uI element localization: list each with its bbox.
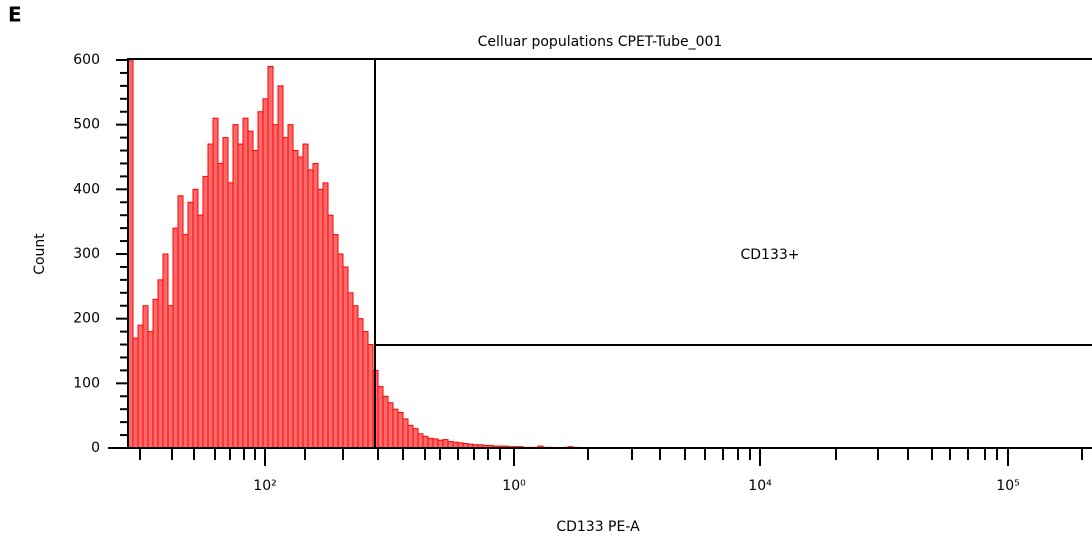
bar [362,331,369,449]
bar [277,85,284,449]
y-tick-label: 600 [73,52,100,68]
y-tick-label: 200 [73,311,100,327]
bar [132,337,139,449]
bar [197,214,204,449]
bar [172,227,179,449]
bar [347,292,354,449]
y-tick-label: 500 [73,117,100,133]
bar [352,305,359,449]
bar [312,162,319,449]
bar [357,318,364,449]
bar [292,150,299,449]
bar [442,439,449,449]
bar [427,437,434,449]
bar [397,411,404,449]
bar [182,234,189,449]
y-tick-label: 0 [91,440,100,456]
histogram [127,59,579,449]
bar [267,65,274,449]
bar [242,117,249,449]
bar [192,188,199,449]
bar [297,156,304,449]
bar [232,124,239,449]
bar [332,234,339,449]
bar [287,124,294,449]
bar [422,435,429,449]
bar [387,402,394,449]
chart-title: Celluar populations CPET-Tube_001 [478,34,723,50]
bar [342,266,349,449]
bar [407,424,414,449]
bar [157,279,164,449]
bar [412,428,419,449]
x-tick-label: 10⁴ [748,478,772,494]
x-tick-label: 10² [253,478,276,494]
bar [377,386,384,449]
bar [392,408,399,449]
y-tick-label: 400 [73,181,100,197]
bar [327,214,334,449]
bar [317,188,324,449]
y-tick-label: 100 [73,375,100,391]
y-tick-label: 300 [73,246,100,262]
bar [307,169,314,449]
bar [202,175,209,449]
bar [382,395,389,449]
bar [212,117,219,449]
x-tick-label: 10⁰ [502,478,526,494]
bar [152,298,159,449]
bar [322,182,329,449]
bar [137,324,144,449]
bar [272,124,279,449]
bar [142,305,149,449]
gate-label: CD133+ [740,247,799,263]
x-tick-label: 10⁵ [996,478,1019,494]
panel-label: E [8,3,22,27]
x-axis-label: CD133 PE-A [556,519,640,535]
bar [227,182,234,449]
bar [167,305,174,449]
bar [237,143,244,449]
bar [162,253,169,449]
bar [252,150,259,449]
y-axis-label: Count [32,233,48,275]
bar [147,331,154,449]
bar [302,143,309,449]
bar [177,195,184,449]
bar [217,162,224,449]
bar [402,418,409,449]
bar [222,137,229,449]
bar [367,344,374,449]
bar [187,201,194,449]
bar [207,143,214,449]
bar [437,439,444,449]
bar [282,137,289,449]
bar [432,438,439,449]
bar [262,98,269,449]
bar [417,433,424,449]
bar [257,111,264,449]
bar [337,253,344,449]
bar [247,130,254,449]
